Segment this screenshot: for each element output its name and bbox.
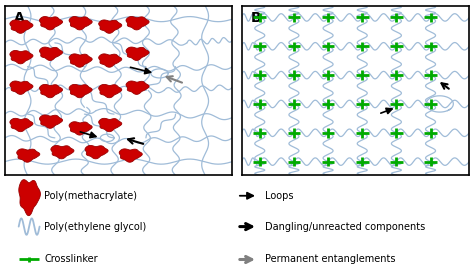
Polygon shape [10,20,33,33]
Polygon shape [10,51,33,64]
Polygon shape [10,81,33,95]
Polygon shape [51,145,74,159]
Polygon shape [99,54,122,67]
Polygon shape [99,20,122,33]
Polygon shape [126,47,149,60]
Text: Dangling/unreacted components: Dangling/unreacted components [265,222,425,232]
Polygon shape [39,85,63,98]
Text: Crosslinker: Crosslinker [44,254,98,264]
Polygon shape [126,81,149,95]
Polygon shape [99,85,122,98]
Text: Loops: Loops [265,191,293,201]
Text: Permanent entanglements: Permanent entanglements [265,254,395,264]
Text: Poly(methacrylate): Poly(methacrylate) [44,191,137,201]
Polygon shape [69,122,92,135]
Polygon shape [39,17,63,30]
Polygon shape [99,118,122,132]
Text: A: A [14,11,25,25]
Text: B: B [251,11,261,25]
Polygon shape [17,149,40,162]
Polygon shape [19,180,40,216]
Polygon shape [85,145,108,159]
Polygon shape [119,149,142,162]
Polygon shape [10,118,33,132]
Polygon shape [39,115,63,128]
Polygon shape [39,47,63,60]
Text: Poly(ethylene glycol): Poly(ethylene glycol) [44,222,146,232]
Polygon shape [69,85,92,98]
Polygon shape [69,54,92,67]
Polygon shape [69,17,92,30]
Polygon shape [126,17,149,30]
